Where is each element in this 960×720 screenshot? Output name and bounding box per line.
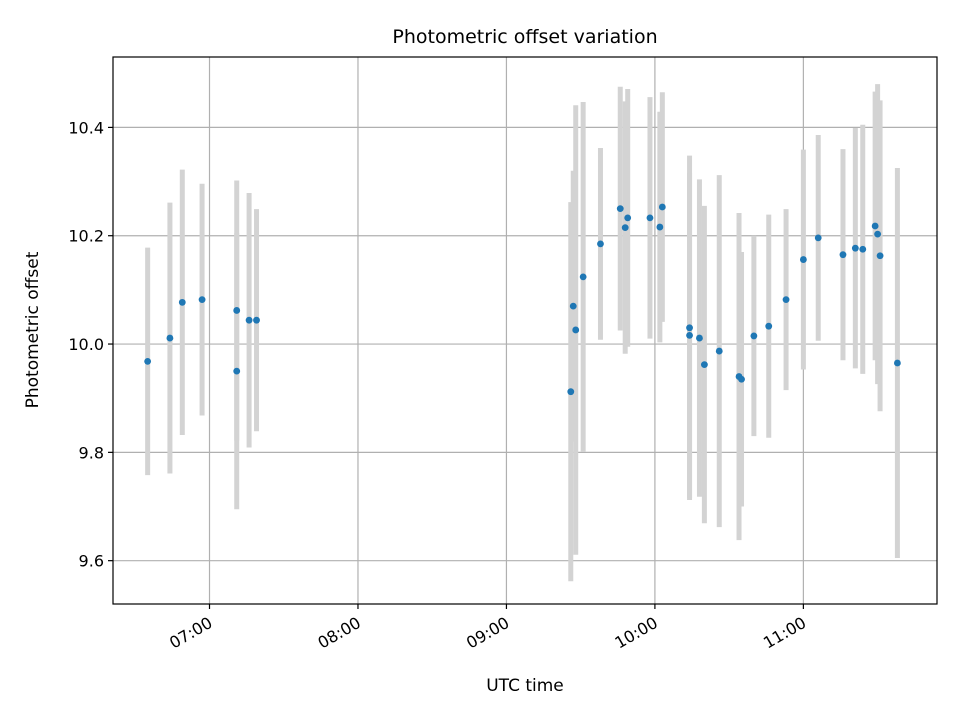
data-point (859, 245, 867, 253)
y-tick-label: 10.4 (68, 118, 104, 137)
data-point (696, 334, 703, 342)
data-point (567, 388, 575, 396)
data-point (656, 223, 664, 231)
data-point (579, 273, 587, 281)
y-axis-ticks: 9.6 9.8 10.0 10.2 10.4 (68, 118, 113, 571)
x-axis-label: UTC time (486, 676, 564, 696)
data-point (686, 331, 693, 339)
data-point (750, 332, 758, 340)
data-point (253, 316, 260, 324)
data-point (851, 244, 859, 252)
data-point (198, 296, 206, 304)
y-tick-label: 9.8 (79, 443, 104, 462)
data-point (572, 326, 580, 334)
data-point (799, 256, 807, 263)
data-point (569, 302, 577, 310)
data-point (894, 359, 901, 367)
y-tick-label: 10.0 (68, 335, 104, 354)
y-axis-label: Photometric offset (23, 251, 43, 408)
data-point (686, 324, 693, 332)
data-point (166, 334, 174, 342)
data-point (144, 357, 152, 365)
data-points (144, 203, 901, 396)
data-point (765, 322, 773, 330)
data-point (738, 375, 745, 383)
data-point (178, 298, 186, 306)
data-point (874, 230, 882, 238)
y-tick-label: 10.2 (68, 227, 104, 246)
data-point (839, 251, 847, 259)
data-point (245, 316, 253, 324)
y-tick-label: 9.6 (79, 552, 104, 571)
data-point (782, 296, 790, 304)
data-point (876, 252, 884, 260)
chart-title: Photometric offset variation (392, 26, 657, 48)
data-point (715, 347, 723, 355)
data-point (233, 367, 241, 375)
data-point (658, 203, 666, 211)
data-point (700, 361, 708, 369)
data-point (616, 205, 624, 213)
data-point (597, 240, 604, 248)
plot-frame (112, 56, 938, 605)
data-point (624, 214, 632, 222)
data-point (233, 307, 241, 314)
data-point (621, 224, 629, 231)
data-point (871, 222, 879, 230)
data-point (814, 234, 822, 242)
data-point (646, 214, 654, 222)
